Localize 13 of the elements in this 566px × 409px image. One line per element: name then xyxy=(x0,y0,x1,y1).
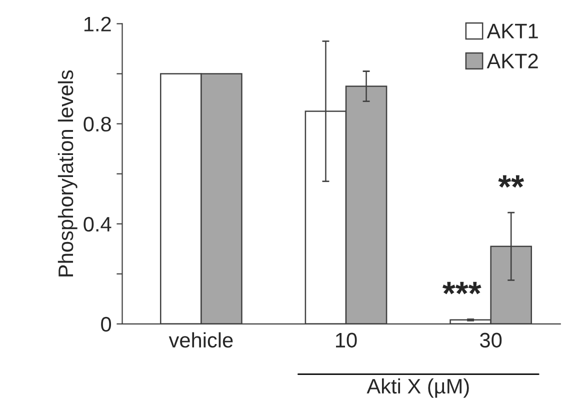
x-tick-label: vehicle xyxy=(168,332,233,348)
annotation: *** xyxy=(442,282,482,294)
legend-label: AKT2 xyxy=(486,54,538,68)
legend-label: AKT1 xyxy=(486,24,538,38)
y-axis-title: Phosphorylation levels xyxy=(58,70,78,276)
y-tick-label: 0.4 xyxy=(84,216,112,232)
y-tick-label: 1.2 xyxy=(84,16,111,32)
y-tick-label: 0.8 xyxy=(84,116,111,132)
x-axis-title: Akti X (µM) xyxy=(366,378,469,398)
y-tick-label: 0 xyxy=(101,316,112,332)
x-tick-label: 30 xyxy=(480,332,502,348)
annotation: ** xyxy=(498,175,524,188)
x-tick-label: 10 xyxy=(336,332,357,348)
